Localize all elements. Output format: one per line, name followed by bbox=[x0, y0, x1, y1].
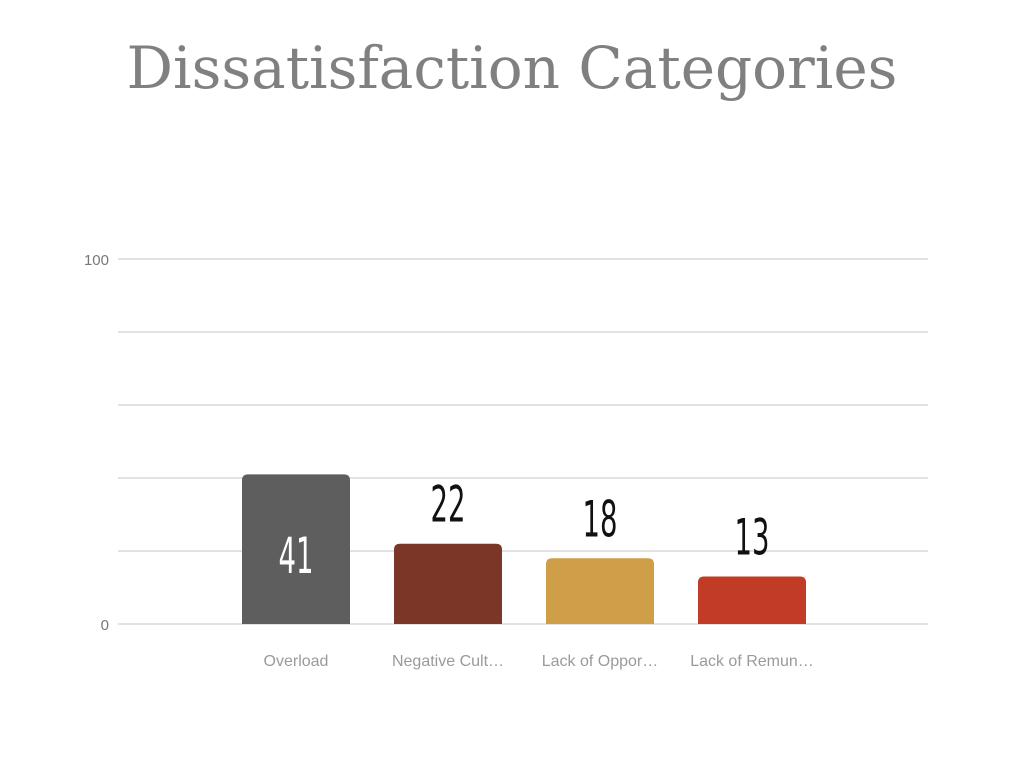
category-label-1: Negative Cult… bbox=[392, 653, 504, 670]
bar-0 bbox=[242, 474, 350, 624]
bars bbox=[242, 474, 806, 624]
y-tick-label: 0 bbox=[101, 617, 109, 634]
category-label-0: Overload bbox=[264, 653, 329, 670]
category-label-3: Lack of Remun… bbox=[690, 653, 814, 670]
chart-title: Dissatisfaction Categories bbox=[127, 34, 898, 102]
data-label-2: 18 bbox=[583, 490, 618, 548]
data-label-0: 41 bbox=[279, 527, 314, 585]
data-label-1: 22 bbox=[431, 476, 466, 534]
gridlines bbox=[118, 258, 928, 625]
y-tick-label: 100 bbox=[84, 252, 109, 269]
x-axis-categories: Overload Negative Cult… Lack of Oppor… Lack… bbox=[264, 653, 814, 670]
bar-2 bbox=[546, 558, 654, 624]
y-axis-ticks: 0 100 bbox=[84, 252, 109, 634]
bar-3 bbox=[698, 576, 806, 624]
data-labels: 41 22 18 13 bbox=[279, 476, 770, 586]
data-label-3: 13 bbox=[735, 509, 770, 567]
bar-1 bbox=[394, 543, 502, 624]
category-label-2: Lack of Oppor… bbox=[542, 653, 659, 670]
